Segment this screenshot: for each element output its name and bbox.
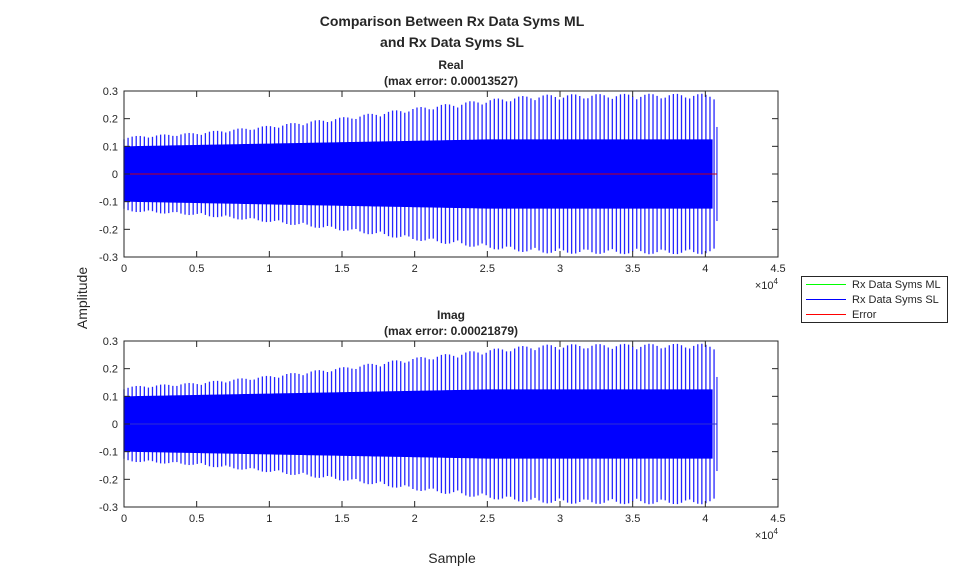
y-tick-label: -0.3 bbox=[99, 252, 118, 264]
x-tick-label: 0.5 bbox=[189, 263, 204, 275]
y-tick-label: 0.1 bbox=[103, 391, 118, 403]
x-tick-label: 3.5 bbox=[625, 263, 640, 275]
legend-label: Rx Data Syms SL bbox=[852, 293, 939, 306]
x-tick-label: 3.5 bbox=[625, 513, 640, 525]
y-tick-label: 0.2 bbox=[103, 114, 118, 126]
subplot-subtitle: (max error: 0.00021879) bbox=[384, 324, 518, 338]
x-tick-label: 2 bbox=[412, 513, 418, 525]
x-tick-label: 4 bbox=[702, 263, 708, 275]
y-tick-label: -0.1 bbox=[99, 197, 118, 209]
y-axis-label: Amplitude bbox=[74, 267, 90, 329]
legend-swatch bbox=[806, 284, 846, 285]
x-tick-label: 2.5 bbox=[480, 263, 495, 275]
subplot-real: Real (max error: 0.00013527) 0 0.5 1 1.5 2 2.5 3… bbox=[99, 58, 786, 292]
subplot-subtitle: (max error: 0.00013527) bbox=[384, 74, 518, 88]
x-tick-label: 2.5 bbox=[480, 513, 495, 525]
y-tick-label: -0.2 bbox=[99, 224, 118, 236]
x-tick-label: 1.5 bbox=[334, 263, 349, 275]
x-tick-label: 1 bbox=[266, 263, 272, 275]
y-tick-label: 0.2 bbox=[103, 364, 118, 376]
x-exponent-label: ×104 bbox=[755, 277, 779, 292]
y-tick-label: 0.3 bbox=[103, 86, 118, 98]
subplot-imag: Imag (max error: 0.00021879) 0 0.5 1 1.5 2 2.5 3… bbox=[99, 308, 786, 542]
x-tick-label: 4 bbox=[702, 513, 708, 525]
y-tick-label: -0.2 bbox=[99, 474, 118, 486]
x-exponent-label: ×104 bbox=[755, 527, 779, 542]
figure-title-2: and Rx Data Syms SL bbox=[380, 34, 524, 50]
x-tick-label: 4.5 bbox=[770, 263, 785, 275]
x-tick-label: 0 bbox=[121, 513, 127, 525]
legend-label: Error bbox=[852, 308, 877, 321]
legend-swatch bbox=[806, 314, 846, 315]
x-tick-label: 4.5 bbox=[770, 513, 785, 525]
legend-label: Rx Data Syms ML bbox=[852, 278, 941, 291]
y-tick-label: 0 bbox=[112, 419, 118, 431]
legend-item-ml: Rx Data Syms ML bbox=[802, 277, 947, 292]
y-tick-label: -0.3 bbox=[99, 502, 118, 514]
figure-title-1: Comparison Between Rx Data Syms ML bbox=[320, 13, 585, 29]
x-tick-label: 0 bbox=[121, 263, 127, 275]
legend-item-error: Error bbox=[802, 307, 947, 322]
subplot-title: Imag bbox=[437, 308, 465, 322]
y-tick-label: 0.3 bbox=[103, 336, 118, 348]
legend: Rx Data Syms ML Rx Data Syms SL Error bbox=[801, 276, 948, 323]
y-tick-label: -0.1 bbox=[99, 447, 118, 459]
y-tick-label: 0.1 bbox=[103, 141, 118, 153]
legend-item-sl: Rx Data Syms SL bbox=[802, 292, 947, 307]
legend-swatch bbox=[806, 299, 846, 300]
subplot-title: Real bbox=[438, 58, 463, 72]
y-tick-label: 0 bbox=[112, 169, 118, 181]
x-tick-label: 0.5 bbox=[189, 513, 204, 525]
x-tick-label: 3 bbox=[557, 263, 563, 275]
x-tick-label: 1.5 bbox=[334, 513, 349, 525]
x-tick-label: 3 bbox=[557, 513, 563, 525]
x-axis-label: Sample bbox=[428, 550, 476, 566]
x-tick-label: 1 bbox=[266, 513, 272, 525]
x-tick-label: 2 bbox=[412, 263, 418, 275]
